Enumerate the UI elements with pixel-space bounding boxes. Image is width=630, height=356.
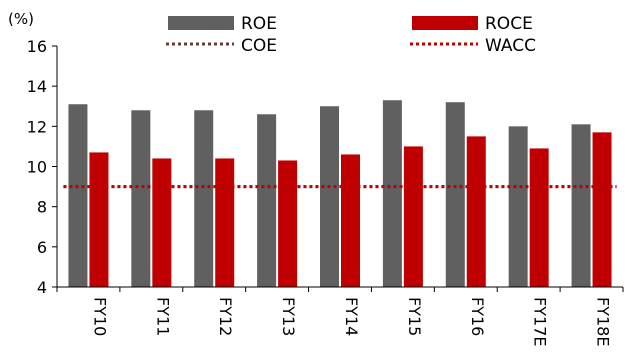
bar-roe-fy17e	[508, 126, 528, 287]
bar-roe-fy10	[68, 104, 88, 287]
legend-label-coe: COE	[241, 36, 277, 56]
y-axis-label: (%)	[8, 10, 34, 28]
x-tick-label-fy14: FY14	[342, 297, 361, 336]
y-tick-label-16: 16	[27, 37, 47, 56]
x-tick-label-fy15: FY15	[405, 297, 424, 336]
bar-roce-fy18e	[592, 132, 612, 287]
legend-label-roe: ROE	[241, 14, 277, 34]
bar-roe-fy13	[257, 114, 277, 288]
legend-label-wacc: WACC	[485, 36, 536, 56]
bar-roe-fy11	[131, 110, 151, 288]
legend-label-roce: ROCE	[485, 14, 533, 34]
bar-roce-fy10	[89, 152, 109, 287]
y-tick-label-14: 14	[27, 77, 47, 96]
bar-roce-fy11	[152, 158, 172, 287]
bar-roce-fy15	[403, 146, 423, 287]
bar-roe-fy18e	[571, 124, 591, 287]
legend-swatch-roe	[168, 16, 234, 30]
y-tick-label-4: 4	[37, 278, 47, 297]
x-tick-label-fy12: FY12	[216, 297, 235, 336]
y-tick-label-10: 10	[27, 158, 47, 177]
bar-roe-fy12	[194, 110, 214, 288]
x-tick-label-fy10: FY10	[90, 297, 109, 336]
bar-roe-fy15	[382, 100, 402, 287]
y-tick-label-12: 12	[27, 117, 47, 136]
x-tick-label-fy16: FY16	[468, 297, 487, 336]
bar-roe-fy14	[320, 106, 339, 287]
x-tick-label-fy17e: FY17E	[531, 297, 550, 346]
x-tick-label-fy11: FY11	[153, 297, 172, 336]
x-tick-label-fy13: FY13	[279, 297, 298, 336]
bar-roce-fy13	[278, 160, 298, 287]
bar-roce-fy12	[215, 158, 235, 287]
legend-swatch-roce	[412, 16, 478, 30]
bar-roce-fy16	[466, 136, 486, 287]
legend: ROE ROCE COE WACC	[166, 14, 536, 56]
plot-area: 4 6 8 10 12 14 16 FY10 FY11 FY12 FY13 FY14 FY15 FY16 F…	[27, 37, 624, 346]
y-tick-label-8: 8	[37, 198, 47, 217]
bar-roce-fy14	[341, 154, 360, 287]
x-tick-label-fy18e: FY18E	[594, 297, 613, 346]
bar-roce-fy17e	[529, 148, 549, 287]
bar-roe-fy16	[445, 102, 465, 287]
y-tick-label-6: 6	[37, 238, 47, 257]
